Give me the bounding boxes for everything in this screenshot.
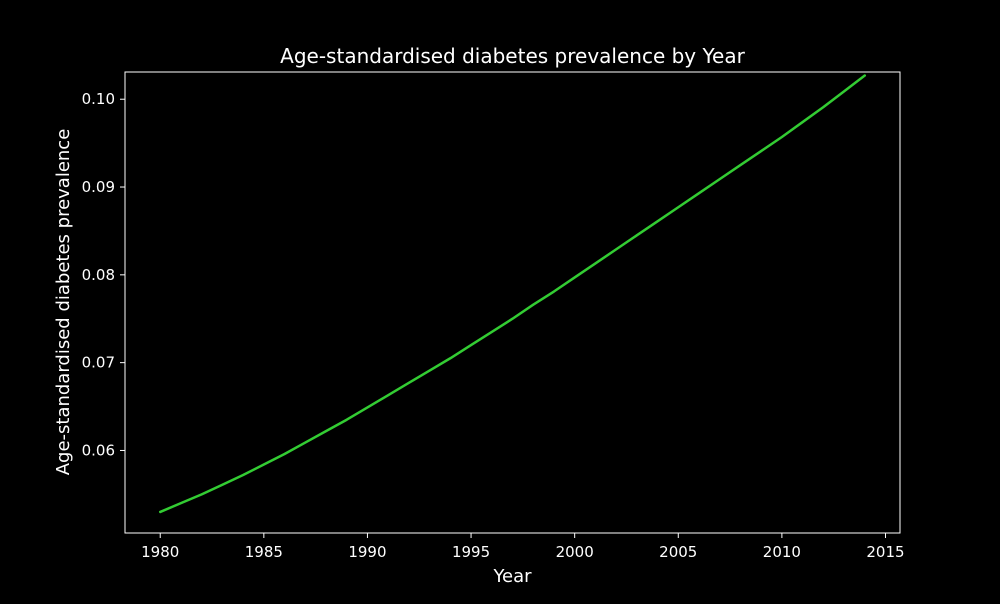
x-axis-label: Year bbox=[492, 566, 532, 587]
x-tick-label: 1980 bbox=[141, 543, 179, 561]
y-axis-label: Age-standardised diabetes prevalence bbox=[53, 129, 74, 476]
y-tick-label: 0.07 bbox=[82, 354, 115, 372]
chart-title: Age-standardised diabetes prevalence by … bbox=[280, 44, 745, 68]
y-tick-label: 0.09 bbox=[82, 178, 115, 196]
x-tick-label: 2010 bbox=[763, 543, 801, 561]
y-tick-label: 0.08 bbox=[82, 266, 115, 284]
series-layer bbox=[158, 74, 867, 514]
x-tick-label: 1995 bbox=[452, 543, 490, 561]
x-axis: 1980 1985 1990 1995 2000 2005 2010 2015 bbox=[141, 533, 905, 561]
y-tick-label: 0.10 bbox=[82, 90, 115, 108]
x-tick-label: 1990 bbox=[348, 543, 386, 561]
x-tick-label: 2005 bbox=[659, 543, 697, 561]
y-axis: 0.06 0.07 0.08 0.09 0.10 bbox=[82, 90, 125, 459]
x-tick-label: 1985 bbox=[245, 543, 283, 561]
y-tick-label: 0.06 bbox=[82, 441, 115, 459]
x-tick-label: 2000 bbox=[556, 543, 594, 561]
series-line-0 bbox=[158, 74, 867, 514]
plot-frame bbox=[124, 71, 901, 534]
x-tick-label: 2015 bbox=[866, 543, 904, 561]
